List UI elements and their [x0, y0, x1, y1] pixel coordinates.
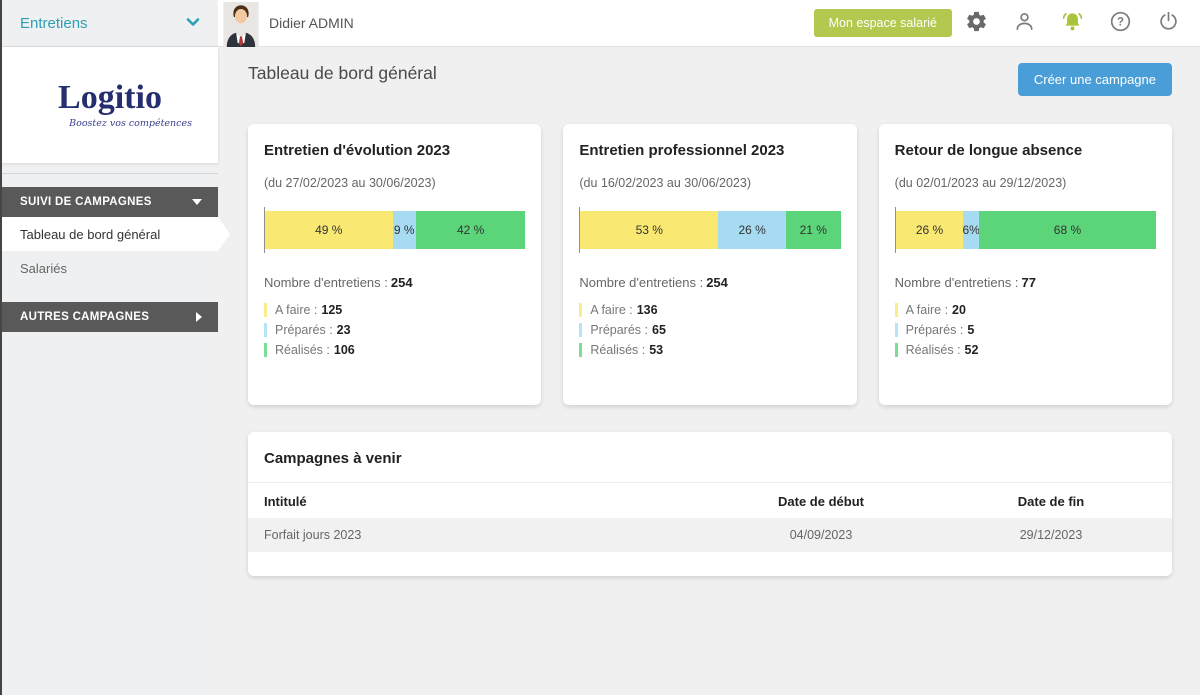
legend-color-tick	[579, 323, 583, 337]
sidebar-item-tableau-de-bord[interactable]: Tableau de bord général	[2, 217, 218, 251]
chevron-down-icon	[192, 199, 202, 205]
stacked-bar-chart: 49 % 9 % 42 %	[264, 207, 526, 253]
legend-color-tick	[264, 343, 267, 357]
chevron-down-icon	[186, 14, 200, 32]
bar-axis	[264, 207, 265, 253]
stacked-bar-chart: 26 % 6% 68 %	[894, 207, 1156, 253]
sidebar-item-label: Tableau de bord général	[20, 226, 161, 242]
sidebar-section-autres-campagnes[interactable]: AUTRES CAMPAGNES	[2, 302, 218, 332]
legend-item-realises: Réalisés :53	[579, 343, 840, 357]
total-entretiens: Nombre d'entretiens :254	[264, 275, 413, 290]
bar-segment-realises: 68 %	[978, 211, 1156, 249]
power-icon	[1157, 10, 1180, 36]
bell-icon	[1060, 9, 1085, 37]
logout-button[interactable]	[1144, 10, 1192, 36]
create-campaign-button[interactable]: Créer une campagne	[1017, 63, 1172, 96]
legend-item-realises: Réalisés :106	[264, 343, 525, 357]
cell-date-fin: 29/12/2023	[1019, 528, 1083, 542]
legend-color-tick	[264, 323, 267, 337]
bar-segment-a-faire: 49 %	[265, 211, 393, 249]
chart-legend: A faire :125 Préparés :23 Réalisés :106	[264, 303, 525, 357]
user-icon	[1013, 10, 1036, 36]
help-icon: ?	[1109, 10, 1132, 36]
main-content: Tableau de bord général Créer une campag…	[218, 47, 1200, 695]
chevron-right-icon	[196, 312, 202, 322]
cell-date-debut: 04/09/2023	[789, 528, 853, 542]
campaign-card-evolution: Entretien d'évolution 2023 (du 27/02/202…	[248, 124, 542, 405]
legend-color-tick	[894, 343, 898, 357]
sidebar-item-label: Salariés	[20, 260, 67, 276]
bar-segment-realises: 21 %	[785, 211, 841, 249]
sidebar-section-suivi-de-campagnes[interactable]: SUIVI DE CAMPAGNES	[2, 187, 218, 217]
column-header-date-fin: Date de fin	[1017, 494, 1085, 509]
bar-segment-realises: 42 %	[415, 211, 526, 249]
card-title: Retour de longue absence	[894, 142, 1083, 159]
sidebar: Entretiens Logitio Boostez vos compétenc…	[2, 0, 218, 695]
table-row[interactable]: Forfait jours 2023 04/09/2023 29/12/2023	[248, 518, 1172, 552]
column-header-intitule: Intitulé	[264, 494, 307, 509]
cell-intitule: Forfait jours 2023	[264, 528, 362, 542]
user-name: Didier ADMIN	[269, 15, 354, 31]
chart-legend: A faire :20 Préparés :5 Réalisés :52	[894, 303, 1156, 357]
card-title: Entretien d'évolution 2023	[264, 142, 451, 159]
legend-item-realises: Réalisés :52	[894, 343, 1156, 357]
settings-button[interactable]	[952, 10, 1000, 36]
page-title: Tableau de bord général	[248, 63, 437, 83]
logo-tagline: Boostez vos compétences	[69, 118, 192, 129]
user-account-button[interactable]	[1000, 10, 1048, 36]
total-entretiens: Nombre d'entretiens :77	[894, 275, 1036, 290]
bar-segment-a-faire: 26 %	[895, 211, 964, 249]
section-label: SUIVI DE CAMPAGNES	[20, 196, 152, 208]
bar-axis	[579, 207, 581, 253]
campaign-cards: Entretien d'évolution 2023 (du 27/02/202…	[248, 124, 1172, 405]
bar-segment-prepares: 9 %	[392, 211, 416, 249]
legend-item-prepares: Préparés :5	[894, 323, 1156, 337]
gear-icon	[965, 10, 988, 36]
logo: Logitio Boostez vos compétences	[2, 47, 218, 163]
bar-segment-prepares: 6%	[963, 211, 979, 249]
legend-color-tick	[264, 303, 267, 317]
topbar: Didier ADMIN Mon espace salarié	[218, 0, 1200, 47]
legend-color-tick	[579, 303, 583, 317]
module-selector-label: Entretiens	[20, 14, 88, 32]
sidebar-item-salaries[interactable]: Salariés	[2, 251, 218, 285]
legend-color-tick	[894, 323, 898, 337]
section-label: AUTRES CAMPAGNES	[20, 311, 150, 323]
card-date-range: (du 16/02/2023 au 30/06/2023)	[579, 176, 752, 190]
total-entretiens: Nombre d'entretiens :254	[579, 275, 728, 290]
module-selector[interactable]: Entretiens	[2, 0, 218, 47]
legend-item-a-faire: A faire :125	[264, 303, 525, 317]
table-header-row: Intitulé Date de début Date de fin	[248, 483, 1172, 518]
espace-salarie-button[interactable]: Mon espace salarié	[813, 9, 952, 37]
svg-text:?: ?	[1116, 17, 1123, 29]
legend-color-tick	[894, 303, 898, 317]
card-date-range: (du 02/01/2023 au 29/12/2023)	[894, 176, 1067, 190]
bar-axis	[894, 207, 896, 253]
help-button[interactable]: ?	[1096, 10, 1144, 36]
logo-wordmark: Logitio	[58, 79, 162, 116]
campaign-card-professionnel: Entretien professionnel 2023 (du 16/02/2…	[563, 124, 857, 405]
bar-segment-a-faire: 53 %	[580, 211, 719, 249]
stacked-bar-chart: 53 % 26 % 21 %	[579, 207, 841, 253]
card-title: Entretien professionnel 2023	[579, 142, 785, 159]
upcoming-campaigns-card: Campagnes à venir Intitulé Date de début…	[248, 432, 1172, 576]
legend-item-prepares: Préparés :23	[264, 323, 525, 337]
card-date-range: (du 27/02/2023 au 30/06/2023)	[264, 176, 436, 190]
campaign-card-longue-absence: Retour de longue absence (du 02/01/2023 …	[878, 124, 1172, 405]
sidebar-menu: SUIVI DE CAMPAGNES Tableau de bord génér…	[2, 173, 218, 332]
upcoming-campaigns-title: Campagnes à venir	[248, 448, 1172, 483]
column-header-date-debut: Date de début	[778, 494, 864, 509]
legend-item-a-faire: A faire :20	[894, 303, 1156, 317]
chart-legend: A faire :136 Préparés :65 Réalisés :53	[579, 303, 840, 357]
bar-segment-prepares: 26 %	[718, 211, 786, 249]
avatar[interactable]	[223, 1, 259, 47]
legend-item-a-faire: A faire :136	[579, 303, 840, 317]
legend-color-tick	[579, 343, 583, 357]
notifications-button[interactable]	[1048, 9, 1096, 37]
legend-item-prepares: Préparés :65	[579, 323, 840, 337]
